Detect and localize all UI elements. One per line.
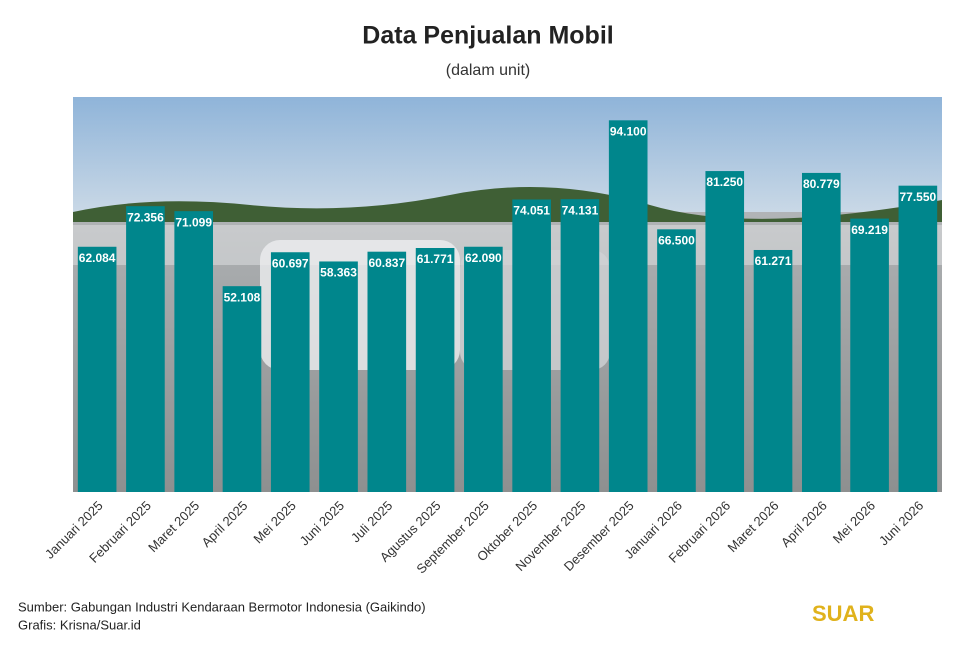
value-label: 61.771: [417, 252, 454, 266]
bar: [415, 248, 455, 492]
value-label: 60.837: [368, 256, 405, 270]
bar: [512, 199, 551, 493]
bar: [705, 171, 745, 492]
x-tick-label: Mei 2025: [250, 498, 298, 546]
chart-title: Data Penjualan Mobil: [362, 22, 613, 50]
value-label: 72.356: [127, 210, 164, 224]
bar: [77, 246, 117, 492]
x-tick-label: Maret 2025: [145, 498, 202, 555]
x-tick-label: April 2026: [778, 498, 830, 550]
bar: [319, 261, 358, 492]
bar: [801, 172, 841, 492]
bar: [126, 206, 165, 493]
value-label: 62.084: [79, 251, 116, 265]
value-label: 58.363: [320, 266, 357, 280]
value-label: 71.099: [175, 215, 212, 229]
x-tick-label: Juli 2025: [348, 498, 395, 545]
bar: [464, 246, 503, 492]
x-tick-label: Juni 2025: [297, 498, 347, 548]
credit-note: Grafis: Krisna/Suar.id: [18, 617, 141, 632]
value-label: 66.500: [658, 233, 695, 247]
logo: SUAR: [812, 601, 874, 626]
bar: [270, 252, 310, 492]
bar: [850, 218, 889, 492]
bar: [608, 120, 648, 493]
value-label: 60.697: [272, 256, 309, 270]
chart-subtitle: (dalam unit): [446, 62, 530, 79]
bar: [174, 211, 214, 493]
bar: [222, 286, 262, 492]
bar: [560, 199, 600, 492]
value-label: 69.219: [851, 223, 888, 237]
value-label: 74.051: [513, 204, 550, 218]
value-label: 80.779: [803, 177, 840, 191]
value-label: 81.250: [706, 175, 743, 189]
value-label: 77.550: [900, 190, 937, 204]
bar: [367, 251, 407, 492]
x-tick-label: Maret 2026: [724, 498, 781, 555]
bar: [657, 229, 696, 492]
value-label: 74.131: [562, 203, 599, 217]
value-label: 52.108: [224, 290, 261, 304]
value-label: 94.100: [610, 124, 647, 138]
x-tick-label: Juni 2026: [876, 498, 926, 548]
bar: [898, 185, 938, 493]
value-label: 61.271: [755, 254, 792, 268]
source-note: Sumber: Gabungan Industri Kendaraan Berm…: [18, 599, 426, 614]
x-tick-label: Mei 2026: [830, 498, 878, 546]
value-label: 62.090: [465, 251, 502, 265]
x-tick-label: April 2025: [199, 498, 251, 550]
bar: [753, 249, 793, 492]
